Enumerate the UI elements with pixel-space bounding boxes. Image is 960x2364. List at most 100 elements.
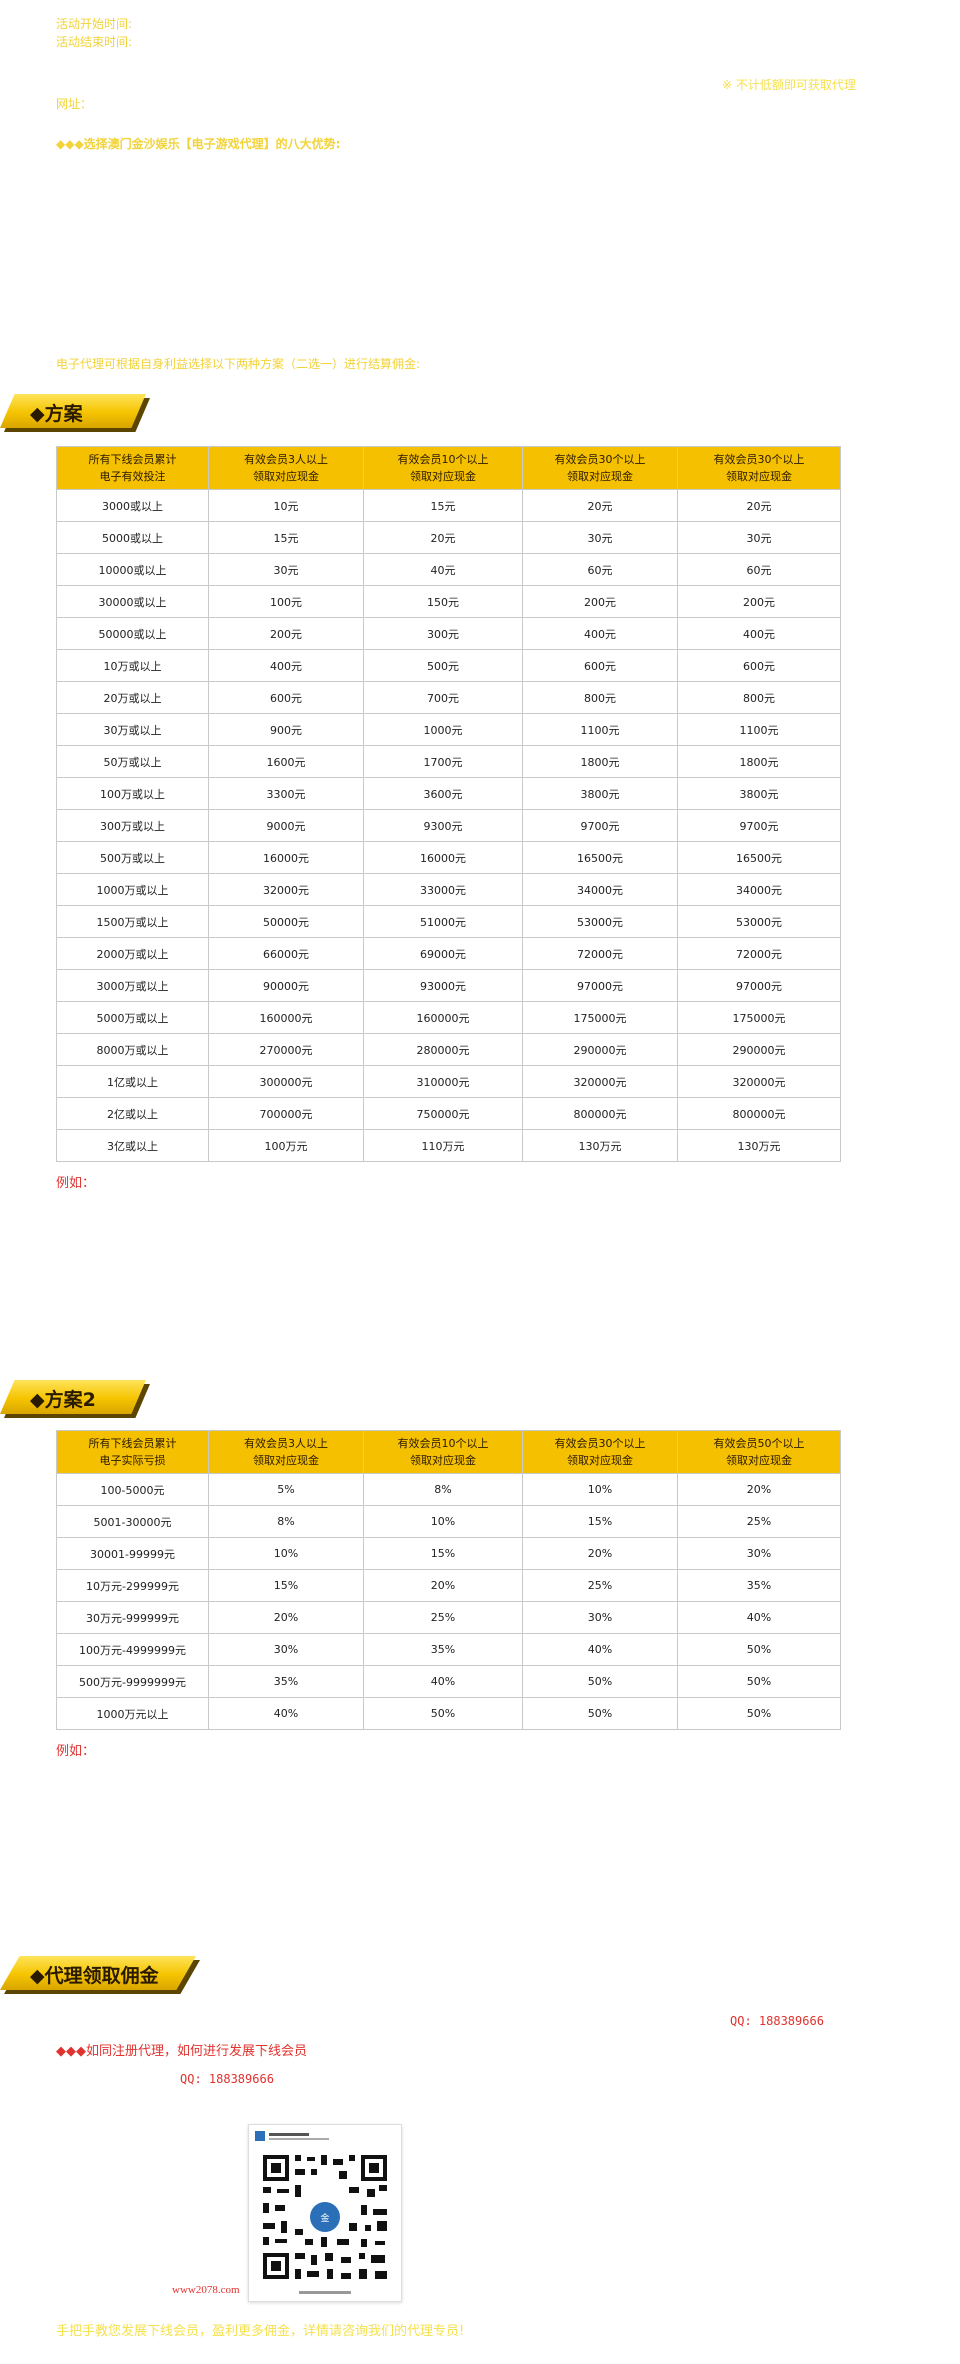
table-cell: 32000元 <box>208 873 364 906</box>
table-row: 10万元-299999元 15% 20% 25% 35% <box>56 1569 841 1602</box>
table-cell: 40元 <box>363 553 523 586</box>
table-cell: 500元 <box>363 649 523 682</box>
table-cell: 800000元 <box>522 1097 678 1130</box>
table-cell: 10% <box>522 1473 678 1506</box>
table-header-cell: 所有下线会员累计 电子有效投注 <box>56 446 209 490</box>
table-cell: 40% <box>363 1665 523 1698</box>
table-cell: 100元 <box>208 585 364 618</box>
table-cell: 30元 <box>677 521 841 554</box>
table-cell: 16500元 <box>522 841 678 874</box>
table-row: 500万或以上 16000元 16000元 16500元 16500元 <box>56 841 841 874</box>
table-row: 500万元-9999999元 35% 40% 50% 50% <box>56 1665 841 1698</box>
table-cell: 50% <box>677 1665 841 1698</box>
table-cell: 30% <box>208 1633 364 1666</box>
table-cell: 280000元 <box>363 1033 523 1066</box>
table-cell: 8000万或以上 <box>56 1033 209 1066</box>
table-cell: 3600元 <box>363 777 523 810</box>
table-cell: 1700元 <box>363 745 523 778</box>
table-row: 50万或以上 1600元 1700元 1800元 1800元 <box>56 745 841 778</box>
table-cell: 30% <box>522 1601 678 1634</box>
table-cell: 50% <box>522 1697 678 1730</box>
table-cell: 25% <box>363 1601 523 1634</box>
table-cell: 40% <box>677 1601 841 1634</box>
plan-choice-text: 电子代理可根据自身利益选择以下两种方案（二选一）进行结算佣金: <box>56 357 421 371</box>
table-cell: 2000万或以上 <box>56 937 209 970</box>
table-cell: 40% <box>522 1633 678 1666</box>
table-cell: 300000元 <box>208 1065 364 1098</box>
activity-start-label: 活动开始时间: <box>56 17 133 31</box>
table-cell: 53000元 <box>522 905 678 938</box>
qq-contact-right: QQ: 188389666 <box>730 2014 824 2028</box>
table-cell: 9700元 <box>522 809 678 842</box>
table-cell: 100万元 <box>208 1129 364 1162</box>
table-cell: 1100元 <box>677 713 841 746</box>
table-cell: 10元 <box>208 489 364 522</box>
table-cell: 750000元 <box>363 1097 523 1130</box>
table-cell: 20元 <box>363 521 523 554</box>
table-cell: 5000万或以上 <box>56 1001 209 1034</box>
table-row: 3亿或以上 100万元 110万元 130万元 130万元 <box>56 1129 841 1162</box>
table-row: 2000万或以上 66000元 69000元 72000元 72000元 <box>56 937 841 970</box>
table-cell: 30元 <box>208 553 364 586</box>
table-cell: 290000元 <box>677 1033 841 1066</box>
table-row: 100万或以上 3300元 3600元 3800元 3800元 <box>56 777 841 810</box>
table-cell: 110万元 <box>363 1129 523 1162</box>
table-cell: 500万元-9999999元 <box>56 1665 209 1698</box>
qr-code-card: 金 <box>248 2124 402 2302</box>
table-cell: 1500万或以上 <box>56 905 209 938</box>
table-cell: 34000元 <box>522 873 678 906</box>
table-header-cell: 有效会员3人以上 领取对应现金 <box>208 446 364 490</box>
table-header-cell: 有效会员30个以上 领取对应现金 <box>522 1430 678 1474</box>
table-cell: 20元 <box>522 489 678 522</box>
table-row: 8000万或以上 270000元 280000元 290000元 290000元 <box>56 1033 841 1066</box>
table-cell: 50% <box>522 1665 678 1698</box>
table-cell: 40% <box>208 1697 364 1730</box>
table-cell: 15% <box>363 1537 523 1570</box>
table-row: 300万或以上 9000元 9300元 9700元 9700元 <box>56 809 841 842</box>
table-cell: 50万或以上 <box>56 745 209 778</box>
table-header-cell: 有效会员3人以上 领取对应现金 <box>208 1430 364 1474</box>
table-cell: 200元 <box>522 585 678 618</box>
plan1-example: 例如： <box>56 1176 96 1191</box>
plan2-banner: ◆方案2 <box>0 1380 150 1420</box>
table-row: 1000万元以上 40% 50% 50% 50% <box>56 1697 841 1730</box>
table-cell: 160000元 <box>363 1001 523 1034</box>
table-row: 1000万或以上 32000元 33000元 34000元 34000元 <box>56 873 841 906</box>
table-cell: 51000元 <box>363 905 523 938</box>
table-cell: 50000元 <box>208 905 364 938</box>
website-label: 网址： <box>56 97 93 111</box>
table-cell: 1000万元以上 <box>56 1697 209 1730</box>
table-cell: 10% <box>208 1537 364 1570</box>
table-cell: 30万元-999999元 <box>56 1601 209 1634</box>
table-cell: 9000元 <box>208 809 364 842</box>
table-row: 30万或以上 900元 1000元 1100元 1100元 <box>56 713 841 746</box>
table-cell: 600元 <box>522 649 678 682</box>
table-row: 30万元-999999元 20% 25% 30% 40% <box>56 1601 841 1634</box>
table-cell: 50% <box>677 1633 841 1666</box>
table-cell: 35% <box>363 1633 523 1666</box>
table-cell: 3000或以上 <box>56 489 209 522</box>
table-cell: 500万或以上 <box>56 841 209 874</box>
how-to-develop-text: ◆◆◆如同注册代理，如何进行发展下线会员 <box>56 2044 307 2059</box>
table-row: 100-5000元 5% 8% 10% 20% <box>56 1473 841 1506</box>
table-cell: 300元 <box>363 617 523 650</box>
table-cell: 33000元 <box>363 873 523 906</box>
table-row: 50000或以上 200元 300元 400元 400元 <box>56 617 841 650</box>
proxy-note: ※ 不计低额即可获取代理 <box>722 78 856 92</box>
table-cell: 9700元 <box>677 809 841 842</box>
table-cell: 30元 <box>522 521 678 554</box>
table-cell: 50% <box>363 1697 523 1730</box>
table-row: 10000或以上 30元 40元 60元 60元 <box>56 553 841 586</box>
svg-text:金: 金 <box>320 2212 329 2224</box>
table-cell: 10万元-299999元 <box>56 1569 209 1602</box>
table-cell: 15% <box>522 1505 678 1538</box>
table-cell: 1000万或以上 <box>56 873 209 906</box>
site-url[interactable]: www2078.com <box>172 2284 240 2296</box>
table-cell: 5% <box>208 1473 364 1506</box>
table-cell: 20% <box>208 1601 364 1634</box>
table-cell: 160000元 <box>208 1001 364 1034</box>
table-cell: 25% <box>522 1569 678 1602</box>
table-cell: 35% <box>677 1569 841 1602</box>
table-cell: 97000元 <box>677 969 841 1002</box>
table-row: 20万或以上 600元 700元 800元 800元 <box>56 681 841 714</box>
